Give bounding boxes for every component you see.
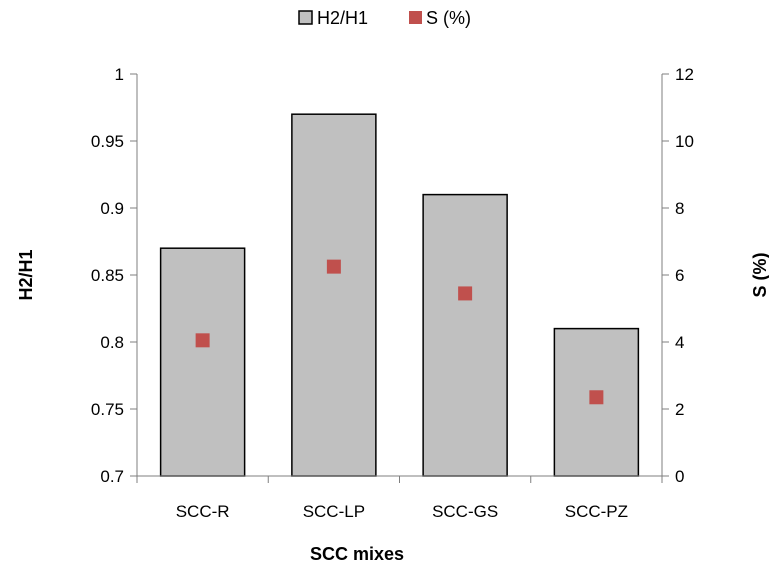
y-tick-label: 0.7 <box>100 467 124 486</box>
y-tick-label: 0.95 <box>91 132 124 151</box>
legend-swatch-h2-h1 <box>298 10 313 25</box>
y2-tick-label: 12 <box>675 65 694 84</box>
legend-swatch-s <box>409 11 422 24</box>
point-scc-pz <box>589 390 604 405</box>
y-tick-label: 0.85 <box>91 266 124 285</box>
point-scc-gs <box>458 286 473 301</box>
y2-tick-label: 0 <box>675 467 684 486</box>
legend-label-s: S (%) <box>426 8 471 28</box>
point-scc-r <box>195 333 210 348</box>
x-tick-label: SCC-LP <box>303 502 365 521</box>
bar-scc-gs <box>422 193 508 477</box>
x-axis-title: SCC mixes <box>310 544 404 564</box>
legend-label-h2-h1: H2/H1 <box>317 8 368 28</box>
y2-tick-label: 6 <box>675 266 684 285</box>
y-tick-label: 0.9 <box>100 199 124 218</box>
y2-tick-label: 8 <box>675 199 684 218</box>
y2-tick-label: 10 <box>675 132 694 151</box>
y2-tick-label: 4 <box>675 333 684 352</box>
legend: H2/H1 S (%) <box>298 8 471 28</box>
x-tick-label: SCC-R <box>176 502 230 521</box>
point-scc-lp <box>326 259 341 274</box>
bar-scc-r <box>159 247 246 477</box>
y-axis-title: H2/H1 <box>16 249 36 300</box>
bar-scc-lp <box>291 113 377 477</box>
x-tick-label: SCC-PZ <box>565 502 628 521</box>
y-tick-label: 1 <box>115 65 124 84</box>
x-tick-label: SCC-GS <box>432 502 498 521</box>
y-tick-label: 0.75 <box>91 400 124 419</box>
plot-area <box>159 113 640 477</box>
y2-tick-label: 2 <box>675 400 684 419</box>
y-tick-label: 0.8 <box>100 333 124 352</box>
y2-axis-title: S (%) <box>750 252 769 297</box>
